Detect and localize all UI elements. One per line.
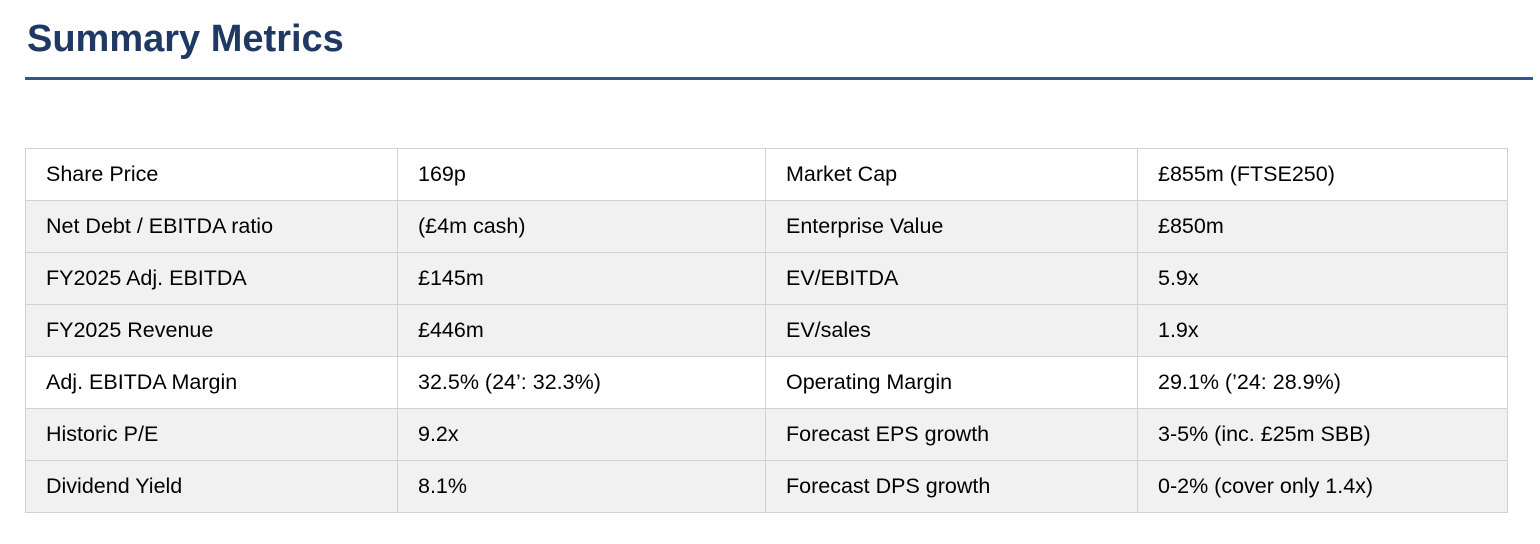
metric-label-cell: Share Price — [25, 148, 398, 201]
metric-label-cell: FY2025 Revenue — [25, 304, 398, 357]
metric-value-cell: 8.1% — [397, 460, 766, 513]
metric-value-cell: 3-5% (inc. £25m SBB) — [1137, 408, 1508, 461]
metric-value-cell: 29.1% (’24: 28.9%) — [1137, 356, 1508, 409]
table-row: Historic P/E 9.2x Forecast EPS growth 3-… — [25, 408, 1508, 461]
metric-label-cell: Forecast EPS growth — [765, 408, 1138, 461]
metric-value-cell: 1.9x — [1137, 304, 1508, 357]
metric-value-cell: 9.2x — [397, 408, 766, 461]
metric-value-cell: 5.9x — [1137, 252, 1508, 305]
metric-value-cell: £855m (FTSE250) — [1137, 148, 1508, 201]
metric-value-cell: 0-2% (cover only 1.4x) — [1137, 460, 1508, 513]
page-title: Summary Metrics — [27, 18, 344, 60]
metric-value-cell: £145m — [397, 252, 766, 305]
table-row: FY2025 Adj. EBITDA £145m EV/EBITDA 5.9x — [25, 252, 1508, 305]
metric-label-cell: Adj. EBITDA Margin — [25, 356, 398, 409]
table-row: Adj. EBITDA Margin 32.5% (24’: 32.3%) Op… — [25, 356, 1508, 409]
metric-label-cell: Operating Margin — [765, 356, 1138, 409]
table-row: Share Price 169p Market Cap £855m (FTSE2… — [25, 148, 1508, 201]
metric-value-cell: 169p — [397, 148, 766, 201]
metric-label-cell: EV/EBITDA — [765, 252, 1138, 305]
metric-label-cell: Enterprise Value — [765, 200, 1138, 253]
metric-label-cell: Dividend Yield — [25, 460, 398, 513]
table-row: Dividend Yield 8.1% Forecast DPS growth … — [25, 460, 1508, 513]
summary-metrics-table: Share Price 169p Market Cap £855m (FTSE2… — [25, 148, 1508, 513]
table-row: Net Debt / EBITDA ratio (£4m cash) Enter… — [25, 200, 1508, 253]
metric-label-cell: EV/sales — [765, 304, 1138, 357]
metric-value-cell: £850m — [1137, 200, 1508, 253]
metric-value-cell: (£4m cash) — [397, 200, 766, 253]
title-underline-rule — [25, 77, 1533, 80]
table-row: FY2025 Revenue £446m EV/sales 1.9x — [25, 304, 1508, 357]
metric-label-cell: Market Cap — [765, 148, 1138, 201]
metric-value-cell: £446m — [397, 304, 766, 357]
metric-label-cell: Net Debt / EBITDA ratio — [25, 200, 398, 253]
metric-label-cell: FY2025 Adj. EBITDA — [25, 252, 398, 305]
metric-value-cell: 32.5% (24’: 32.3%) — [397, 356, 766, 409]
metric-label-cell: Historic P/E — [25, 408, 398, 461]
metric-label-cell: Forecast DPS growth — [765, 460, 1138, 513]
